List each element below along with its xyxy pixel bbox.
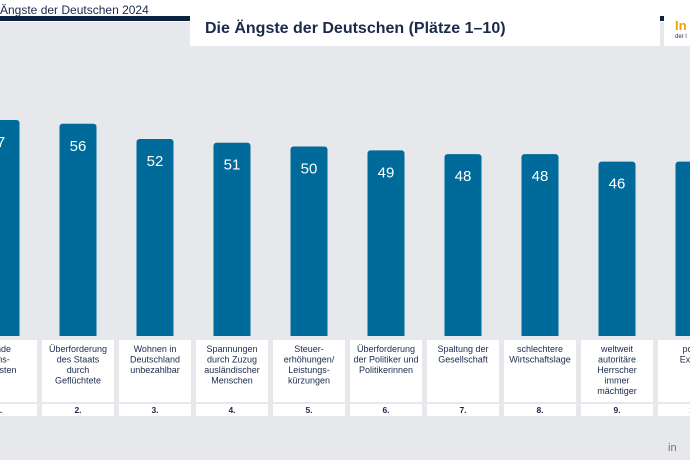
category-label: ausländischer — [204, 365, 260, 375]
title-box: Die Ängste der Deutschen (Plätze 1–10) — [190, 16, 660, 46]
logo-text: In — [675, 18, 687, 33]
label-cell — [427, 340, 499, 402]
rank-label: . — [0, 405, 2, 415]
bar — [367, 150, 405, 336]
category-label: des Staats — [57, 355, 100, 365]
rank-label: 6. — [382, 405, 389, 415]
value-label: 48 — [455, 168, 472, 185]
value-label: 46 — [609, 176, 626, 193]
bar-base — [59, 332, 97, 336]
label-cell — [350, 340, 422, 402]
bar-base — [0, 332, 20, 336]
category-label: Wohnen in — [134, 344, 177, 354]
bar — [290, 146, 328, 336]
value-label: 48 — [532, 168, 549, 185]
category-label: kürzungen — [288, 376, 330, 386]
bar — [444, 154, 482, 336]
value-label: 50 — [301, 161, 318, 178]
category-label: erhöhungen/ — [284, 355, 335, 365]
label-cell — [196, 340, 268, 402]
category-label: ende — [0, 344, 11, 354]
rank-label: 2. — [74, 405, 81, 415]
category-label: Leistungs- — [288, 365, 330, 375]
value-label: 51 — [224, 157, 241, 174]
category-label: Geflüchtete — [55, 376, 101, 386]
bar — [598, 161, 636, 336]
bar-base — [675, 332, 690, 336]
value-label: 7 — [0, 134, 5, 151]
label-cell — [0, 340, 37, 402]
bar — [521, 154, 559, 336]
rank-label: 4. — [228, 405, 235, 415]
bar-base — [521, 332, 559, 336]
category-label: autoritäre — [598, 355, 636, 365]
bar — [59, 123, 97, 336]
report-header-text: Ängste der Deutschen 2024 — [0, 3, 149, 17]
category-label: schlechtere — [517, 344, 563, 354]
rank-cell — [658, 404, 690, 416]
bar — [0, 120, 20, 336]
category-label: durch Zuzug — [207, 355, 257, 365]
category-label: Überforderung — [357, 344, 415, 354]
rank-cell — [0, 404, 37, 416]
label-cell — [119, 340, 191, 402]
label-cell — [42, 340, 114, 402]
category-label: immer — [605, 376, 630, 386]
rank-cell — [119, 404, 191, 416]
logo: In der l — [664, 16, 690, 46]
category-label: Überforderung — [49, 344, 107, 354]
value-label: 52 — [147, 153, 164, 170]
category-label: Menschen — [211, 376, 253, 386]
category-label: Politikerinnen — [359, 365, 413, 375]
rank-label: 7. — [459, 405, 466, 415]
bar — [136, 138, 174, 336]
category-label: politis — [682, 344, 690, 354]
rank-cell — [350, 404, 422, 416]
label-cell — [658, 340, 690, 402]
category-label: unbezahlbar — [130, 365, 180, 375]
category-label: Herrscher — [597, 365, 637, 375]
category-label: Spannungen — [206, 344, 257, 354]
category-label: Extrem — [680, 355, 690, 365]
category-label: mächtiger — [597, 386, 637, 396]
category-label: Gesellschaft — [438, 355, 488, 365]
label-cell — [273, 340, 345, 402]
rank-cell — [581, 404, 653, 416]
logo-subtext: der l — [675, 34, 687, 40]
value-label: 49 — [378, 164, 395, 181]
rank-cell — [504, 404, 576, 416]
rank-cell — [273, 404, 345, 416]
rank-label: 8. — [536, 405, 543, 415]
footer-watermark: in — [668, 442, 677, 454]
category-label: Steuer- — [294, 344, 324, 354]
category-label: skosten — [0, 365, 17, 375]
rank-cell — [427, 404, 499, 416]
rank-cell — [42, 404, 114, 416]
category-label: der Politiker und — [353, 355, 418, 365]
bar — [675, 161, 690, 336]
chart-title: Die Ängste der Deutschen (Plätze 1–10) — [205, 20, 506, 37]
rank-label: 9. — [613, 405, 620, 415]
bar-base — [598, 332, 636, 336]
category-label: ens- — [0, 355, 10, 365]
rank-label: 5. — [305, 405, 312, 415]
rank-label: 3. — [151, 405, 158, 415]
label-cell — [504, 340, 576, 402]
category-label: Spaltung der — [437, 344, 488, 354]
bar-base — [136, 332, 174, 336]
bar-base — [367, 332, 405, 336]
category-label: Deutschland — [130, 355, 180, 365]
bar-base — [444, 332, 482, 336]
bar-base — [290, 332, 328, 336]
category-label: durch — [67, 365, 90, 375]
category-label: Wirtschaftslage — [509, 355, 571, 365]
rank-cell — [196, 404, 268, 416]
bar — [213, 142, 251, 336]
label-cell — [581, 340, 653, 402]
value-label: 56 — [70, 138, 87, 155]
category-label: weltweit — [600, 344, 634, 354]
bar-base — [213, 332, 251, 336]
